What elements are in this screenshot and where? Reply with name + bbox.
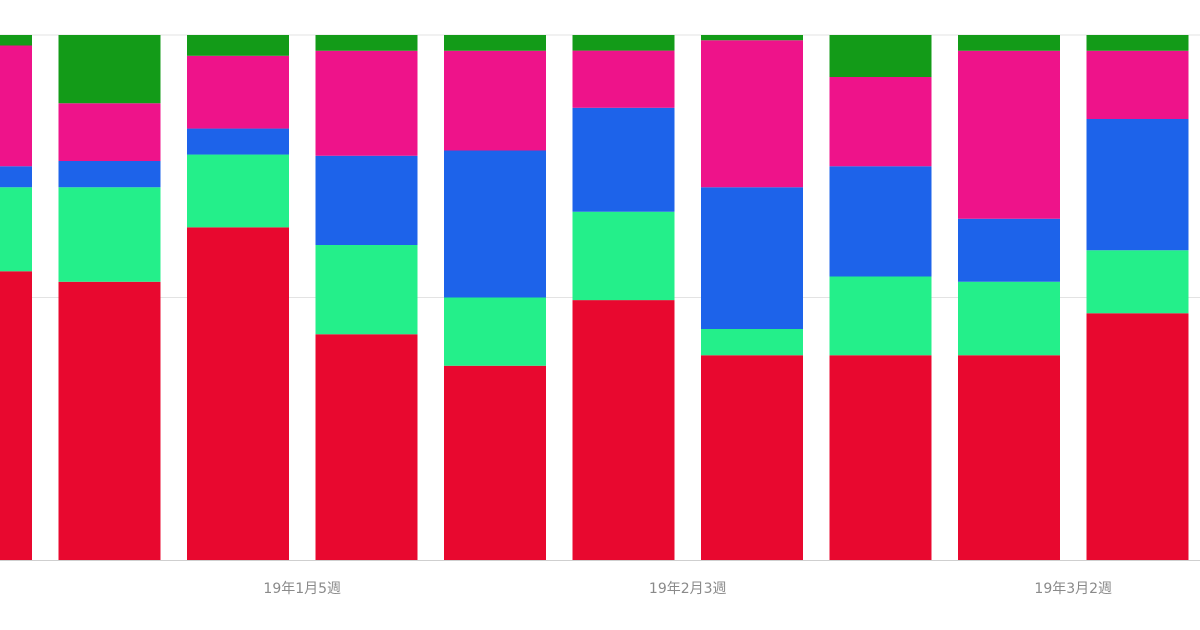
bar-segment[interactable] bbox=[572, 50, 675, 108]
bar-segment[interactable] bbox=[58, 161, 161, 188]
bar-segment[interactable] bbox=[572, 35, 675, 51]
bar-segment[interactable] bbox=[701, 329, 803, 356]
bar-segment[interactable] bbox=[58, 281, 161, 560]
bar-segment[interactable] bbox=[701, 187, 803, 329]
bar-segment[interactable] bbox=[1086, 119, 1189, 251]
x-axis: 19年1月5週19年2月3週19年3月2週19年3月4週 bbox=[0, 560, 1200, 597]
x-tick-label: 19年3月2週 bbox=[1034, 581, 1112, 597]
bar-segment[interactable] bbox=[315, 334, 418, 560]
bar-segment[interactable] bbox=[187, 35, 289, 56]
x-tick-label: 19年1月5週 bbox=[263, 581, 341, 597]
bar-segment[interactable] bbox=[572, 211, 675, 301]
bar-segment[interactable] bbox=[829, 35, 932, 77]
bar-segment[interactable] bbox=[958, 35, 1060, 51]
bar-segment[interactable] bbox=[187, 55, 289, 129]
bar-segment[interactable] bbox=[187, 154, 289, 228]
bar-segment[interactable] bbox=[315, 35, 418, 51]
bar-segment[interactable] bbox=[829, 77, 932, 167]
bar-segment[interactable] bbox=[829, 355, 932, 560]
bar-segment[interactable] bbox=[1086, 50, 1189, 119]
bar-segment[interactable] bbox=[444, 50, 546, 151]
bar-segment[interactable] bbox=[572, 300, 675, 560]
bar-segment[interactable] bbox=[187, 128, 289, 155]
bar-segment[interactable] bbox=[0, 45, 32, 167]
bar-segment[interactable] bbox=[444, 150, 546, 298]
bar-segment[interactable] bbox=[701, 40, 803, 188]
bar-segment[interactable] bbox=[58, 35, 161, 104]
x-tick-label: 19年2月3週 bbox=[649, 581, 727, 597]
bar-segment[interactable] bbox=[701, 355, 803, 560]
bar-segment[interactable] bbox=[829, 166, 932, 277]
bars bbox=[0, 35, 1189, 561]
bar-segment[interactable] bbox=[1086, 313, 1189, 560]
bar-segment[interactable] bbox=[58, 187, 161, 282]
bar-segment[interactable] bbox=[1086, 35, 1189, 51]
bar-segment[interactable] bbox=[572, 107, 675, 212]
bar-segment[interactable] bbox=[0, 187, 32, 272]
bar-segment[interactable] bbox=[444, 35, 546, 51]
bar-segment[interactable] bbox=[315, 50, 418, 156]
bar-segment[interactable] bbox=[0, 166, 32, 188]
bar-segment[interactable] bbox=[444, 297, 546, 366]
bar-segment[interactable] bbox=[315, 245, 418, 335]
bar-segment[interactable] bbox=[958, 281, 1060, 356]
bar-segment[interactable] bbox=[829, 276, 932, 356]
bar-segment[interactable] bbox=[1086, 250, 1189, 314]
bar-segment[interactable] bbox=[0, 35, 32, 46]
bar-segment[interactable] bbox=[701, 35, 803, 41]
bar-segment[interactable] bbox=[0, 271, 32, 560]
bar-segment[interactable] bbox=[958, 50, 1060, 219]
bar-segment[interactable] bbox=[958, 218, 1060, 282]
bar-segment[interactable] bbox=[958, 355, 1060, 560]
bar-segment[interactable] bbox=[444, 365, 546, 560]
bar-segment[interactable] bbox=[187, 227, 289, 561]
bar-segment[interactable] bbox=[315, 155, 418, 245]
bar-segment[interactable] bbox=[58, 103, 161, 161]
